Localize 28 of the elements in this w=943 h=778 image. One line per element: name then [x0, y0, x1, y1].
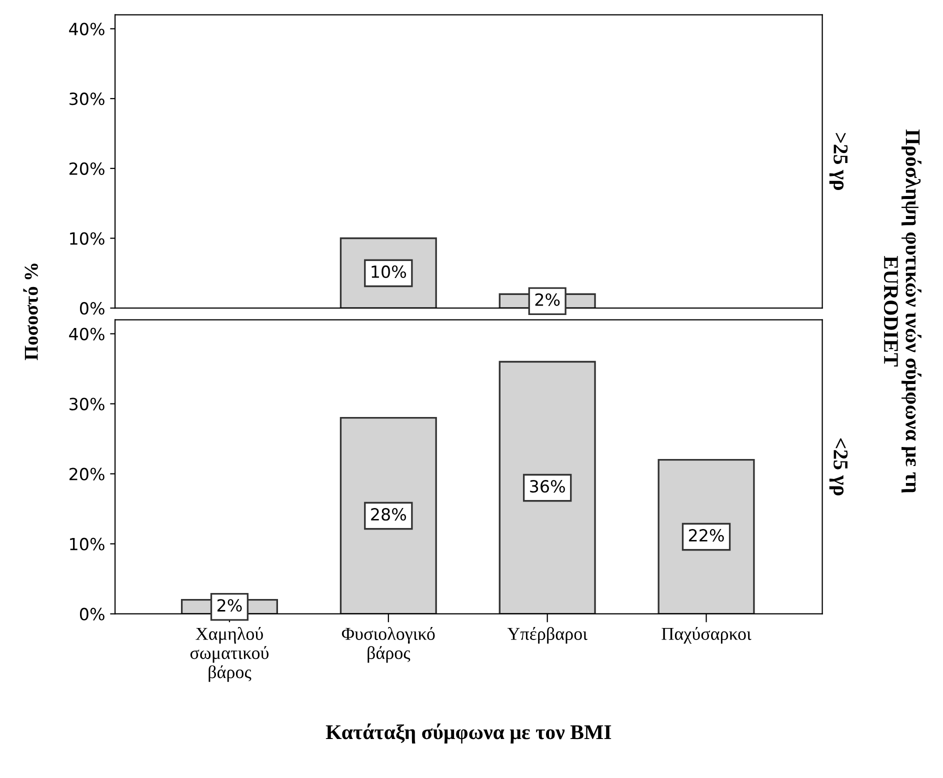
- y-axis-title: Ποσοστό %: [23, 264, 38, 360]
- y-tick-label: 40%: [69, 328, 104, 340]
- bar: [658, 458, 755, 614]
- y-tick-label: 20%: [70, 162, 104, 175]
- data-label: 10%: [372, 265, 406, 278]
- x-axis-title: Κατάταξη σύμφωνα με τον BMI: [326, 724, 612, 744]
- data-label: 36%: [530, 480, 565, 493]
- y-tick-label: 20%: [70, 468, 104, 480]
- bar: [340, 416, 437, 614]
- x-tick-label: Φυσιολογικό βάρος: [342, 627, 435, 663]
- text: <25 γρ: [829, 438, 848, 496]
- y-tick-label: 0%: [80, 302, 104, 315]
- text: Πρόσληψη φυτικών ινών σύμφωνα με τη EURODIET: [884, 129, 922, 492]
- x-tick-label: Υπέρβαροι: [507, 627, 588, 644]
- x-tick-label: Παχύσαρκοι: [662, 627, 752, 644]
- data-label: 2%: [535, 293, 560, 306]
- data-label: 28%: [371, 508, 406, 521]
- text: >25 γρ: [829, 133, 848, 190]
- data-label: 22%: [688, 529, 724, 542]
- y-tick-label: 10%: [70, 232, 104, 245]
- y-tick-label: 30%: [70, 398, 104, 410]
- y-tick-label: 0%: [80, 608, 104, 620]
- bar: [498, 360, 596, 614]
- y-tick-label: 30%: [70, 92, 104, 106]
- data-label: 2%: [217, 599, 242, 612]
- y-tick-label: 40%: [69, 22, 104, 36]
- y-tick-label: 10%: [70, 538, 104, 550]
- x-tick-label: Χαμηλού σωματικού βάρος: [190, 627, 269, 682]
